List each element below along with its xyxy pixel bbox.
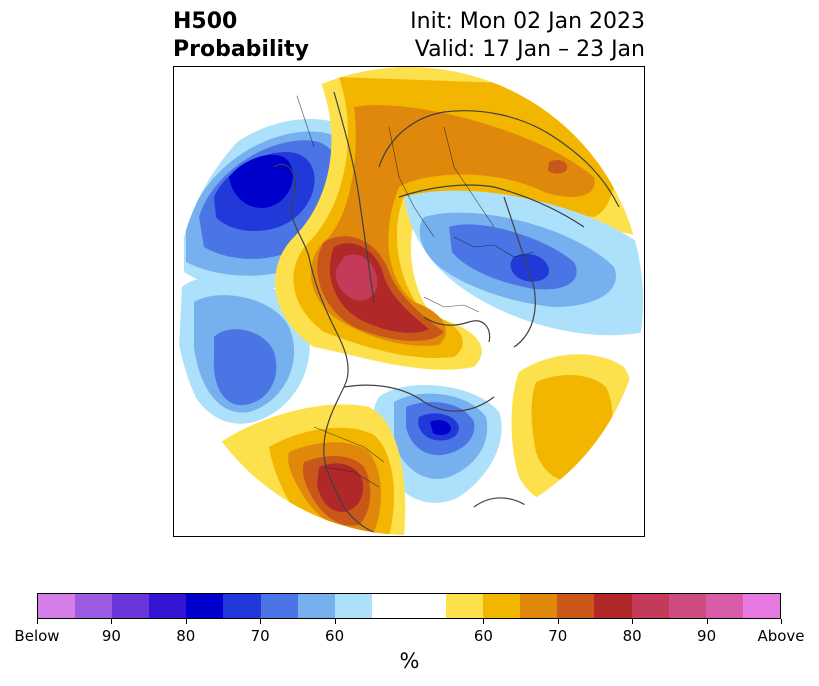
map-boundaries-fine <box>293 86 535 488</box>
colorbar-segment <box>594 594 632 618</box>
colorbar-segment <box>408 594 447 618</box>
colorbar-label: 70 <box>250 627 270 645</box>
forecast-dates: Init: Mon 02 Jan 2023 Valid: 17 Jan – 23… <box>410 8 645 64</box>
colorbar-segment <box>668 594 706 618</box>
colorbar-unit: % <box>399 649 420 673</box>
colorbar-label: 80 <box>176 627 196 645</box>
colorbar-label: Above <box>757 627 805 645</box>
title-line-1: H500 <box>173 9 238 34</box>
colorbar-label: 80 <box>622 627 642 645</box>
colorbar-segment <box>631 594 669 618</box>
probability-map <box>175 67 643 535</box>
colorbar-tick <box>185 619 187 624</box>
colorbar-segment <box>223 594 261 618</box>
colorbar-segment <box>260 594 298 618</box>
colorbar-segment <box>705 594 743 618</box>
init-date: Init: Mon 02 Jan 2023 <box>410 9 645 34</box>
colorbar-segment <box>149 594 187 618</box>
colorbar-tick <box>706 619 708 624</box>
colorbar-tick <box>334 619 336 624</box>
colorbar-segment <box>483 594 521 618</box>
colorbar-label: 90 <box>697 627 717 645</box>
colorbar-tick <box>37 619 38 624</box>
colorbar-labels: Below 90 80 70 60 60 70 80 90 Above <box>14 627 804 647</box>
map-panel <box>173 66 645 537</box>
colorbar-label: 60 <box>473 627 493 645</box>
colorbar-segment <box>371 594 409 618</box>
colorbar-label: Below <box>14 627 60 645</box>
map-title: H500 Probability <box>173 8 309 64</box>
below-area-west-pacific <box>179 276 310 424</box>
colorbar-label: 60 <box>325 627 345 645</box>
map-boundaries <box>213 86 620 535</box>
colorbar-segment <box>112 594 150 618</box>
below-area-siberia <box>372 385 502 503</box>
colorbar-segment <box>446 594 484 618</box>
above-area-eurasia <box>511 354 635 508</box>
colorbar-tick <box>111 619 113 624</box>
colorbar-segment <box>186 594 224 618</box>
colorbar-tick <box>557 619 559 624</box>
colorbar-segment <box>520 594 558 618</box>
colorbar-segment <box>334 594 372 618</box>
colorbar-tick <box>260 619 262 624</box>
colorbar-tick <box>781 619 782 624</box>
colorbar-label: 70 <box>548 627 568 645</box>
valid-date: Valid: 17 Jan – 23 Jan <box>414 37 645 62</box>
colorbar-segment <box>557 594 595 618</box>
colorbar-segment <box>38 594 76 618</box>
above-area-arctic <box>275 67 643 370</box>
colorbar-label: 90 <box>101 627 121 645</box>
colorbar-segment <box>742 594 780 618</box>
colorbar-tick <box>632 619 634 624</box>
colorbar-segment <box>75 594 113 618</box>
probability-colorbar <box>37 593 781 619</box>
colorbar-segment <box>297 594 335 618</box>
title-line-2: Probability <box>173 37 309 62</box>
colorbar-tick <box>483 619 485 624</box>
